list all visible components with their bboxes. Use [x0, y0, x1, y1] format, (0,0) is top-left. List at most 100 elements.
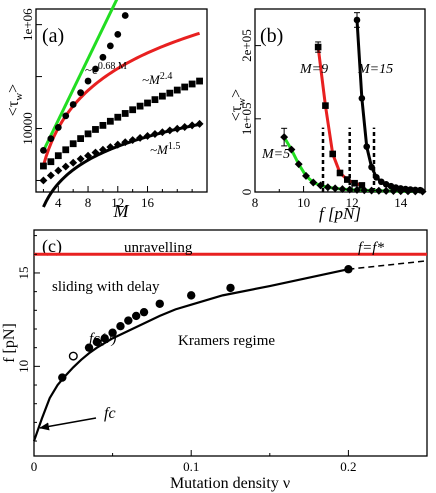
point-M=9 — [351, 179, 358, 187]
x-tick-label: 4 — [55, 195, 62, 210]
x-tick-label: 8 — [252, 195, 259, 210]
panel-c-ticks: 0 0.1 0.2 10 15 — [16, 235, 428, 474]
panel-b: (b) 8 10 12 14 0 1e+05 2e+05 M=9 M=15 M=5 f [p… — [228, 8, 427, 223]
point-diamonds — [91, 148, 100, 157]
point-diamonds — [39, 176, 48, 185]
point-M=15 — [353, 16, 361, 24]
point-squares — [40, 162, 47, 170]
point-squares — [173, 86, 181, 94]
point-M=9 — [329, 150, 337, 158]
x-tick-label: 8 — [85, 195, 92, 210]
point-M=5 — [316, 181, 325, 190]
point-M=5 — [294, 160, 303, 169]
point-M=5 — [367, 186, 376, 195]
panel-c-ylabel: f [pN] — [1, 323, 18, 363]
x-tick-label: 10 — [297, 195, 310, 210]
point-diamonds — [54, 166, 63, 175]
data-point — [187, 291, 196, 300]
x-tick-label: 0 — [31, 459, 38, 474]
data-point — [84, 343, 94, 352]
series-label-m9: M=9 — [299, 62, 328, 77]
panel-b-lines — [282, 19, 423, 193]
data-point — [226, 283, 235, 293]
point-diamonds — [143, 131, 152, 140]
point-squares — [188, 80, 196, 88]
panel-a: (a) 4 8 12 16 10000 1e+06 ~e0.68 M ~M2.4 ~M1.… — [5, 0, 208, 221]
data-point — [131, 311, 141, 321]
panel-c-frame — [33, 229, 428, 457]
data-point — [139, 307, 149, 317]
point-diamonds — [106, 143, 115, 152]
point-M=5 — [382, 186, 391, 195]
data-point-open — [68, 351, 78, 361]
point-squares — [144, 99, 151, 107]
point-diamonds — [121, 138, 130, 147]
panel-c-label: (c) — [42, 236, 62, 257]
annotation-kramers: Kramers regime — [178, 333, 275, 349]
y-tick-label: 10000 — [20, 112, 35, 145]
panel-a-points — [39, 12, 204, 185]
fc-arrow — [39, 417, 97, 431]
point-squares — [181, 83, 189, 91]
point-diamonds — [136, 133, 145, 142]
panel-b-frame — [254, 8, 426, 193]
point-M=15 — [368, 163, 375, 171]
fit-label-exp: ~e0.68 M — [85, 61, 127, 77]
y-tick-label: 15 — [16, 266, 31, 279]
point-M=5 — [374, 186, 383, 195]
series-line-M=15 — [355, 19, 421, 192]
data-point — [108, 328, 117, 337]
point-squares — [99, 121, 107, 129]
panel-b-xlabel: f [pN] — [319, 204, 361, 223]
annotation-fc: fc — [104, 405, 116, 422]
point-squares — [84, 130, 92, 138]
point-M=15 — [363, 143, 371, 150]
data-point — [92, 337, 102, 347]
point-M=5 — [323, 183, 332, 192]
y-tick-label: 2e+05 — [239, 29, 254, 62]
point-diamonds — [46, 171, 55, 180]
point-squares — [69, 140, 77, 148]
point-diamonds — [173, 124, 182, 133]
point-M=5 — [309, 178, 318, 187]
point-circles — [47, 135, 55, 142]
panel-a-ticks: 4 8 12 16 10000 1e+06 — [20, 8, 208, 210]
fit-curve-0 — [42, 0, 119, 152]
panel-c-points — [58, 265, 353, 382]
x-tick-label: 0.1 — [183, 459, 199, 474]
point-M=15 — [416, 186, 424, 194]
point-M=5 — [338, 185, 347, 194]
point-diamonds — [128, 136, 137, 145]
point-diamonds — [98, 145, 107, 154]
point-M=9 — [322, 102, 329, 109]
series-label-m5: M=5 — [261, 147, 290, 162]
point-M=5 — [302, 171, 310, 180]
panel-a-fits — [41, 0, 201, 208]
point-circles — [54, 124, 62, 131]
point-M=5 — [287, 145, 296, 154]
point-M=15 — [402, 185, 409, 193]
point-M=15 — [411, 186, 419, 194]
point-squares — [136, 102, 144, 110]
panel-b-points — [280, 16, 427, 196]
annotation-sliding: sliding with delay — [52, 279, 160, 295]
x-tick-label: 16 — [141, 195, 155, 210]
point-M=15 — [358, 95, 366, 102]
point-M=15 — [377, 178, 385, 186]
data-point — [58, 373, 67, 382]
point-diamonds — [84, 151, 93, 160]
point-diamonds — [69, 158, 78, 167]
annotation-unravelling: unravelling — [124, 240, 193, 256]
point-M=9 — [358, 182, 366, 189]
point-squares — [196, 77, 203, 85]
point-diamonds — [188, 121, 197, 130]
point-circles — [69, 101, 77, 108]
point-diamonds — [195, 119, 204, 128]
point-squares — [166, 89, 174, 97]
point-squares — [121, 110, 129, 117]
fit-curve-1 — [41, 31, 201, 166]
x-tick-label: 12 — [111, 195, 124, 210]
panel-b-label: (b) — [260, 25, 283, 47]
point-M=15 — [373, 174, 380, 181]
